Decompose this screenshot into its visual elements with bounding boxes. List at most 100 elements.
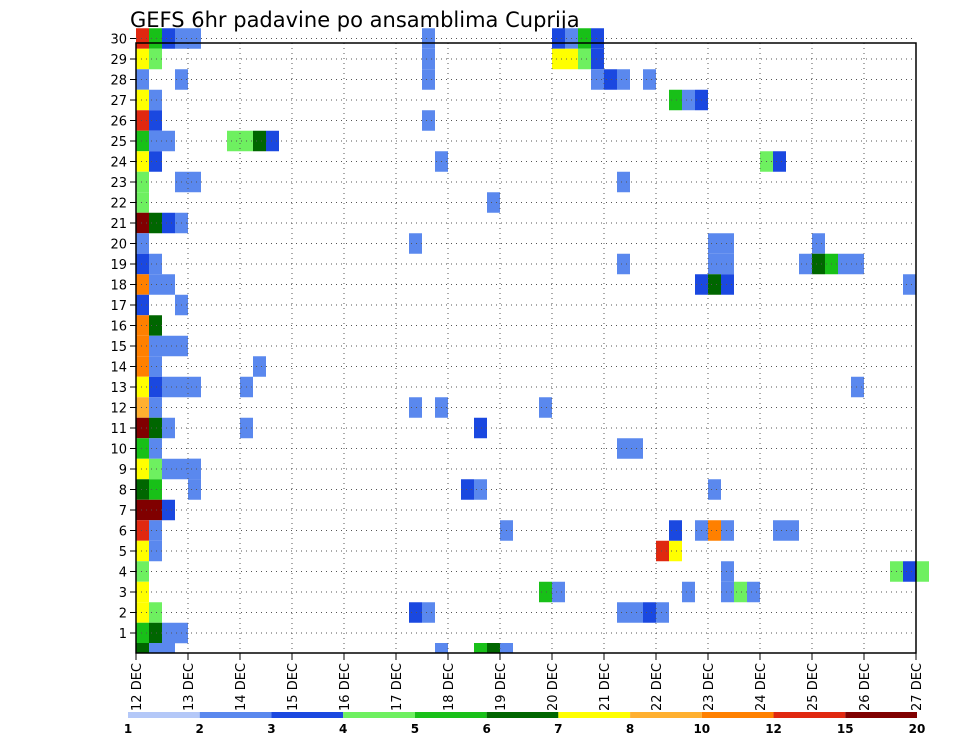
heatmap-cell bbox=[136, 274, 149, 295]
heatmap-cell bbox=[136, 171, 149, 193]
colorbar-label: 12 bbox=[765, 722, 782, 736]
heatmap-cell bbox=[591, 69, 604, 90]
heatmap-cell bbox=[136, 458, 149, 480]
y-tick-label: 2 bbox=[119, 607, 127, 622]
heatmap-cell bbox=[552, 48, 565, 70]
heatmap-cell bbox=[643, 602, 656, 623]
y-tick-label: 16 bbox=[110, 320, 127, 335]
y-tick-label: 25 bbox=[110, 135, 127, 150]
heatmap-cell bbox=[136, 130, 149, 152]
heatmap-cell bbox=[188, 458, 201, 480]
colorbar-swatch bbox=[773, 712, 846, 718]
heatmap-cell bbox=[136, 581, 149, 603]
heatmap-cell bbox=[617, 253, 630, 275]
y-tick-label: 22 bbox=[110, 197, 127, 212]
heatmap-cell bbox=[617, 69, 630, 90]
heatmap-cell bbox=[916, 561, 929, 582]
y-tick-label: 10 bbox=[110, 443, 127, 458]
heatmap-cell bbox=[578, 48, 591, 70]
heatmap-cell bbox=[149, 212, 162, 234]
colorbar-swatch bbox=[128, 712, 200, 718]
heatmap-cell bbox=[604, 69, 617, 90]
heatmap-cell bbox=[136, 397, 149, 418]
heatmap-cell bbox=[188, 479, 201, 500]
colorbar-swatch bbox=[199, 712, 272, 718]
heatmap-cell bbox=[474, 479, 487, 500]
heatmap-cell bbox=[149, 110, 162, 131]
plot-frame bbox=[135, 42, 917, 654]
heatmap-cell bbox=[552, 581, 565, 603]
x-tick-label: 13 DEC bbox=[182, 663, 197, 711]
heatmap-cell bbox=[136, 89, 149, 111]
heatmap-cell bbox=[136, 253, 149, 275]
colorbar-label: 15 bbox=[837, 722, 854, 736]
colorbar-swatch bbox=[414, 712, 487, 718]
heatmap-cell bbox=[812, 233, 825, 254]
heatmap-cell bbox=[136, 110, 149, 131]
colorbar-swatch bbox=[701, 712, 774, 718]
grid-lines bbox=[136, 38, 916, 653]
x-tick-label: 16 DEC bbox=[338, 663, 353, 711]
heatmap-cell bbox=[162, 335, 175, 357]
heatmap-cell bbox=[734, 581, 747, 603]
y-tick-label: 7 bbox=[119, 504, 127, 519]
heatmap-cell bbox=[617, 602, 630, 623]
y-tick-label: 29 bbox=[110, 53, 127, 68]
y-tick-label: 26 bbox=[110, 115, 127, 130]
heatmap-cell bbox=[773, 520, 786, 541]
heatmap-cell bbox=[149, 376, 162, 398]
x-tick-label: 23 DEC bbox=[702, 663, 717, 711]
heatmap-cell bbox=[162, 499, 175, 521]
y-tick-label: 19 bbox=[110, 258, 127, 273]
y-tick-label: 1 bbox=[119, 627, 127, 642]
y-tick-label: 15 bbox=[110, 340, 127, 355]
heatmap-cell bbox=[136, 622, 149, 644]
heatmap-cell bbox=[149, 458, 162, 480]
heatmap-cell bbox=[149, 315, 162, 336]
y-tick-label: 20 bbox=[110, 238, 127, 253]
heatmap-cell bbox=[136, 233, 149, 254]
heatmap-cell bbox=[851, 376, 864, 398]
heatmap-cell bbox=[669, 520, 682, 541]
y-tick-label: 12 bbox=[110, 402, 127, 417]
heatmap-cell bbox=[188, 28, 201, 49]
colorbar-label: 1 bbox=[124, 722, 132, 736]
heatmap-cell bbox=[136, 520, 149, 541]
heatmap-cell bbox=[786, 520, 799, 541]
colorbar-label: 6 bbox=[482, 722, 490, 736]
colorbar-label: 7 bbox=[554, 722, 562, 736]
x-tick-label: 22 DEC bbox=[650, 663, 665, 711]
heatmap-cell bbox=[253, 356, 266, 377]
heatmap-cell bbox=[708, 274, 721, 295]
heatmap-cell bbox=[617, 438, 630, 459]
heatmap-cell bbox=[136, 335, 149, 357]
colorbar-label: 8 bbox=[626, 722, 634, 736]
y-tick-label: 30 bbox=[110, 33, 127, 48]
heatmap-cell bbox=[682, 89, 695, 111]
heatmap-cell bbox=[149, 335, 162, 357]
heatmap-cell bbox=[461, 479, 474, 500]
x-tick-label: 15 DEC bbox=[286, 663, 301, 711]
colorbar-swatch bbox=[486, 712, 559, 718]
x-tick-label: 26 DEC bbox=[858, 663, 873, 711]
heatmap-cell bbox=[162, 417, 175, 439]
heatmap-cell bbox=[851, 253, 864, 275]
heatmap-cell bbox=[136, 151, 149, 172]
heatmap-cell bbox=[136, 192, 149, 213]
y-tick-label: 23 bbox=[110, 176, 127, 191]
colorbar-label: 4 bbox=[339, 722, 347, 736]
heatmap-cell bbox=[136, 561, 149, 582]
heatmap-cell bbox=[409, 602, 422, 623]
heatmap-cell bbox=[136, 479, 149, 500]
heatmap-cell bbox=[422, 110, 435, 131]
heatmap-cell bbox=[136, 643, 149, 653]
heatmap-cell bbox=[708, 253, 721, 275]
heatmap-cell bbox=[149, 151, 162, 172]
heatmap-cell bbox=[422, 69, 435, 90]
heatmap-cell bbox=[435, 643, 448, 653]
y-tick-label: 27 bbox=[110, 94, 127, 109]
x-tick-label: 21 DEC bbox=[598, 663, 613, 711]
heatmap-cell bbox=[162, 212, 175, 234]
y-tick-label: 5 bbox=[119, 545, 127, 560]
